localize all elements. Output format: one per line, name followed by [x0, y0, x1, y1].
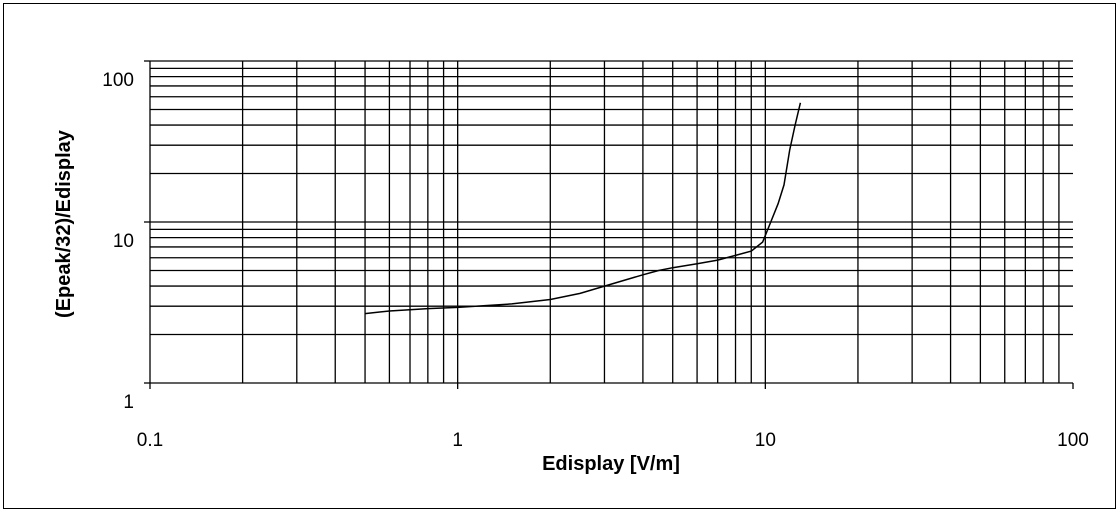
x-tick-labels: 0.1 1 10 100: [137, 430, 1089, 451]
y-tick-labels: 1 10 100: [102, 70, 134, 413]
series-line: [364, 102, 802, 315]
grid-lines: [150, 60, 1073, 383]
y-tick-label: 100: [102, 70, 134, 91]
x-tick-label: 10: [755, 430, 776, 451]
y-tick-label: 10: [113, 231, 134, 252]
x-tick-label: 0.1: [137, 430, 163, 451]
x-tick-label: 100: [1057, 430, 1089, 451]
axes: [144, 60, 1074, 389]
x-axis-label: Edisplay [V/m]: [542, 453, 680, 475]
series-group: [364, 102, 802, 315]
chart-frame: [3, 3, 1116, 509]
y-tick-label: 1: [123, 392, 134, 413]
y-axis-label: (Epeak/32)/Edisplay: [53, 129, 75, 318]
x-tick-label: 1: [452, 430, 463, 451]
